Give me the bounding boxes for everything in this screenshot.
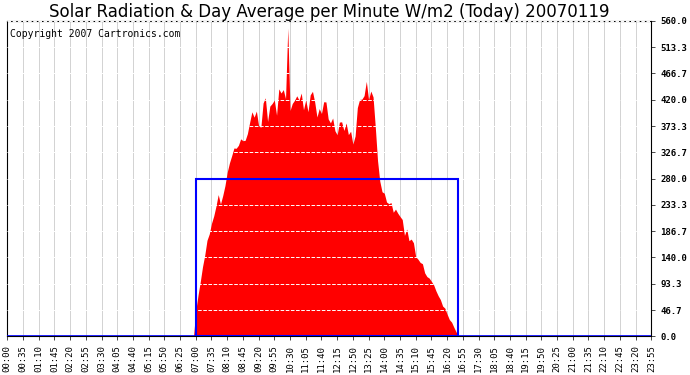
Title: Solar Radiation & Day Average per Minute W/m2 (Today) 20070119: Solar Radiation & Day Average per Minute… bbox=[49, 3, 609, 21]
Text: Copyright 2007 Cartronics.com: Copyright 2007 Cartronics.com bbox=[10, 29, 181, 39]
Bar bbox=[196, 178, 458, 336]
